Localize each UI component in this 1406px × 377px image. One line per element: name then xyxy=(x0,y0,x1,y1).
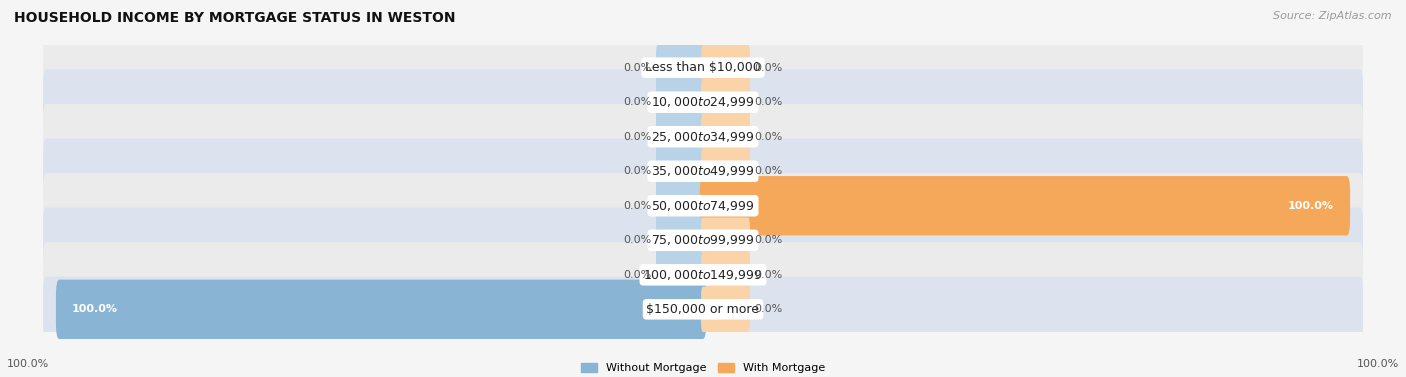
Text: $10,000 to $24,999: $10,000 to $24,999 xyxy=(651,95,755,109)
FancyBboxPatch shape xyxy=(702,80,749,125)
FancyBboxPatch shape xyxy=(657,149,704,194)
FancyBboxPatch shape xyxy=(657,218,704,263)
Text: 100.0%: 100.0% xyxy=(1357,359,1399,369)
FancyBboxPatch shape xyxy=(702,287,749,332)
Text: 0.0%: 0.0% xyxy=(623,201,651,211)
Text: 0.0%: 0.0% xyxy=(755,270,783,280)
FancyBboxPatch shape xyxy=(702,252,749,297)
Text: 100.0%: 100.0% xyxy=(72,304,118,314)
FancyBboxPatch shape xyxy=(702,45,749,90)
FancyBboxPatch shape xyxy=(44,138,1362,204)
Text: 0.0%: 0.0% xyxy=(623,235,651,245)
FancyBboxPatch shape xyxy=(657,45,704,90)
FancyBboxPatch shape xyxy=(657,114,704,159)
Text: Source: ZipAtlas.com: Source: ZipAtlas.com xyxy=(1274,11,1392,21)
Text: Less than $10,000: Less than $10,000 xyxy=(645,61,761,74)
Text: 0.0%: 0.0% xyxy=(623,166,651,176)
FancyBboxPatch shape xyxy=(44,173,1362,239)
FancyBboxPatch shape xyxy=(657,183,704,228)
Text: 100.0%: 100.0% xyxy=(7,359,49,369)
FancyBboxPatch shape xyxy=(44,276,1362,342)
Text: 0.0%: 0.0% xyxy=(755,132,783,142)
Text: 100.0%: 100.0% xyxy=(1288,201,1334,211)
Text: 0.0%: 0.0% xyxy=(755,97,783,107)
FancyBboxPatch shape xyxy=(44,207,1362,273)
Text: 0.0%: 0.0% xyxy=(755,63,783,73)
FancyBboxPatch shape xyxy=(702,149,749,194)
FancyBboxPatch shape xyxy=(44,104,1362,170)
Text: $75,000 to $99,999: $75,000 to $99,999 xyxy=(651,233,755,247)
FancyBboxPatch shape xyxy=(44,242,1362,308)
Text: $100,000 to $149,999: $100,000 to $149,999 xyxy=(644,268,762,282)
Text: $25,000 to $34,999: $25,000 to $34,999 xyxy=(651,130,755,144)
Text: 0.0%: 0.0% xyxy=(755,166,783,176)
FancyBboxPatch shape xyxy=(700,176,1350,236)
Text: 0.0%: 0.0% xyxy=(755,304,783,314)
Text: 0.0%: 0.0% xyxy=(755,235,783,245)
FancyBboxPatch shape xyxy=(44,35,1362,101)
FancyBboxPatch shape xyxy=(44,69,1362,135)
Text: $150,000 or more: $150,000 or more xyxy=(647,303,759,316)
FancyBboxPatch shape xyxy=(702,218,749,263)
FancyBboxPatch shape xyxy=(657,80,704,125)
Text: 0.0%: 0.0% xyxy=(623,97,651,107)
FancyBboxPatch shape xyxy=(56,280,706,339)
FancyBboxPatch shape xyxy=(657,252,704,297)
Text: 0.0%: 0.0% xyxy=(623,132,651,142)
Text: 0.0%: 0.0% xyxy=(623,63,651,73)
Text: 0.0%: 0.0% xyxy=(623,270,651,280)
Text: $35,000 to $49,999: $35,000 to $49,999 xyxy=(651,164,755,178)
Text: $50,000 to $74,999: $50,000 to $74,999 xyxy=(651,199,755,213)
Legend: Without Mortgage, With Mortgage: Without Mortgage, With Mortgage xyxy=(576,359,830,377)
Text: HOUSEHOLD INCOME BY MORTGAGE STATUS IN WESTON: HOUSEHOLD INCOME BY MORTGAGE STATUS IN W… xyxy=(14,11,456,25)
FancyBboxPatch shape xyxy=(702,114,749,159)
